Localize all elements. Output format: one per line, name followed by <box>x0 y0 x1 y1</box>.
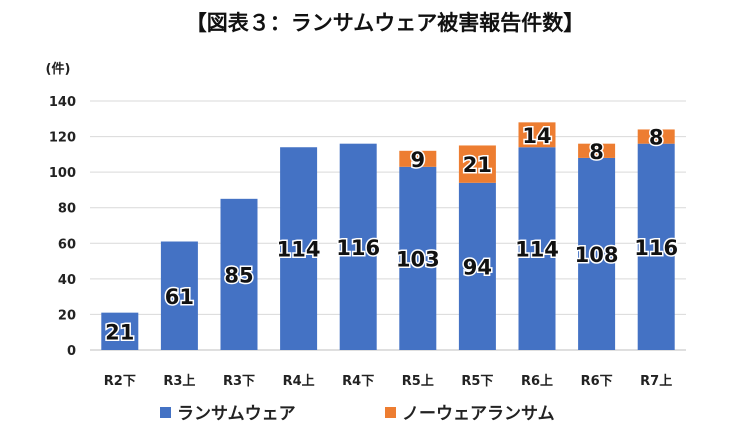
bar-ransomware <box>399 166 437 350</box>
y-tick-label: 80 <box>58 202 76 217</box>
x-category-label: R3下 <box>223 374 255 389</box>
data-label: 114 <box>277 238 321 262</box>
x-category-label: R5下 <box>461 374 493 389</box>
bar-noware-ransom <box>518 122 556 148</box>
bar-ransomware <box>339 143 377 350</box>
bar-ransomware <box>578 157 616 350</box>
legend-label: ノーウェアランサム <box>402 404 555 424</box>
y-tick-label: 60 <box>58 237 76 252</box>
data-label: 61 <box>165 285 194 309</box>
y-axis-unit: (件) <box>46 61 71 77</box>
data-label: 114 <box>515 238 559 262</box>
data-label: 21 <box>105 320 134 344</box>
data-label: 9 <box>410 148 425 172</box>
x-category-label: R7上 <box>640 374 672 389</box>
data-label: 116 <box>634 236 678 260</box>
x-category-label: R3上 <box>163 374 195 389</box>
bar-noware-ransom <box>637 129 675 144</box>
data-label: 94 <box>463 255 492 279</box>
y-tick-label: 140 <box>49 95 76 110</box>
y-tick-label: 120 <box>49 131 76 146</box>
data-label: 85 <box>224 263 253 287</box>
y-tick-label: 20 <box>58 308 76 323</box>
x-category-label: R2下 <box>104 374 136 389</box>
bar-noware-ransom <box>399 150 437 167</box>
data-label: 108 <box>575 243 619 267</box>
bar-ransomware <box>220 198 258 350</box>
data-label: 21 <box>463 153 492 177</box>
legend-swatch <box>160 407 171 418</box>
bar-noware-ransom <box>578 143 616 158</box>
x-category-label: R5上 <box>402 374 434 389</box>
legend: ランサムウェア ノーウェアランサム <box>160 404 555 424</box>
y-tick-label: 0 <box>67 344 76 359</box>
data-label: 103 <box>396 247 440 271</box>
legend-label: ランサムウェア <box>177 404 296 424</box>
y-axis-ticks: 0 20 40 60 80 100 120 140 <box>49 95 76 359</box>
bar-ransomware <box>280 147 318 350</box>
bars: 21 61 85 114 116 103 9 94 21 114 14 108 8 116 8 <box>101 122 680 350</box>
bar-ransomware <box>101 312 139 350</box>
bar-ransomware <box>637 143 675 350</box>
data-label: 14 <box>522 124 551 148</box>
bar-ransomware <box>518 147 556 350</box>
chart-title: 【図表３：ランサムウェア被害報告件数】 <box>186 11 585 35</box>
x-category-label: R6下 <box>581 374 613 389</box>
y-tick-label: 40 <box>58 273 76 288</box>
bar-noware-ransom <box>458 145 496 183</box>
y-tick-label: 100 <box>49 166 76 181</box>
x-axis-categories: R2下 R3上 R3下 R4上 R4下 R5上 R5下 R6上 R6下 R7上 <box>104 374 672 389</box>
x-category-label: R6上 <box>521 374 553 389</box>
x-category-label: R4上 <box>283 374 315 389</box>
data-label: 8 <box>589 140 604 164</box>
data-label: 116 <box>336 236 380 260</box>
legend-swatch <box>385 407 396 418</box>
x-category-label: R4下 <box>342 374 374 389</box>
bar-ransomware <box>458 182 496 350</box>
bar-ransomware <box>160 241 198 350</box>
data-label: 8 <box>649 126 664 150</box>
